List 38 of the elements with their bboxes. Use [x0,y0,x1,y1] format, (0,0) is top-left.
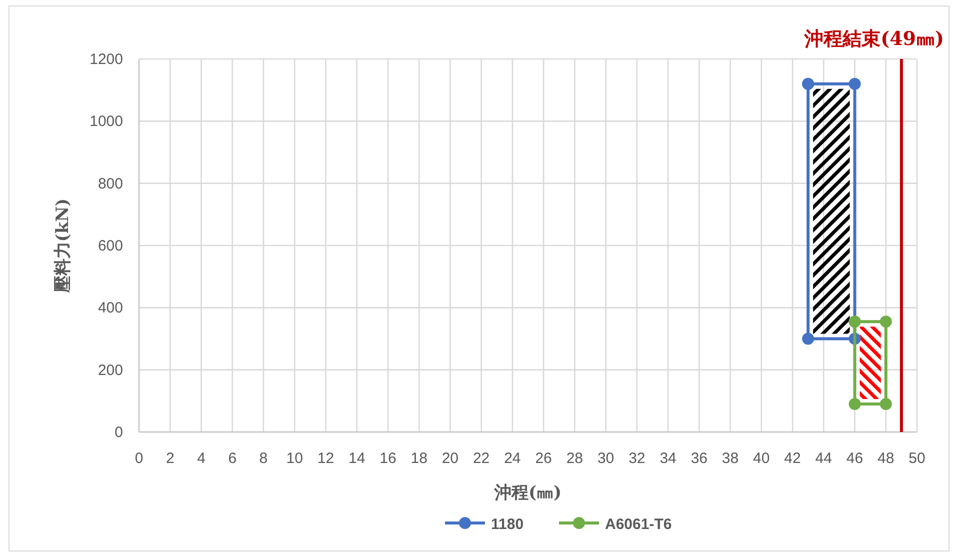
x-tick-label: 16 [380,450,396,467]
x-tick-label: 50 [908,450,926,467]
x-tick-label: 6 [228,450,237,467]
x-tick-label: 4 [197,450,206,467]
y-tick-label: 200 [98,362,123,379]
y-tick-label: 1000 [90,113,123,130]
x-tick-label: 28 [566,450,584,467]
x-tick-label: 44 [815,450,832,467]
y-axis-title: 壓料力(kN) [53,198,73,294]
y-tick-label: 1200 [90,51,123,68]
x-axis-title: 沖程(㎜) [493,483,562,503]
x-tick-label: 8 [259,450,268,467]
x-tick-label: 30 [597,450,614,467]
y-tick-label: 400 [98,300,123,317]
x-tick-label: 32 [628,450,646,467]
x-tick-label: 48 [878,450,894,467]
x-tick-label: 26 [535,450,552,467]
x-tick-label: 10 [286,450,303,467]
x-tick-label: 14 [348,450,366,467]
x-tick-label: 2 [166,450,174,467]
x-tick-label: 38 [722,450,739,467]
x-tick-label: 12 [317,450,334,467]
y-tick-label: 600 [98,238,123,254]
x-tick-label: 42 [784,450,801,467]
legend-label: 1180 [491,516,524,533]
x-tick-label: 40 [753,450,770,467]
y-tick-label: 0 [114,424,123,441]
x-tick-label: 46 [846,450,864,467]
x-tick-label: 22 [472,450,490,467]
x-tick-label: 18 [410,450,428,467]
x-tick-label: 36 [690,450,708,467]
x-tick-label: 34 [660,450,676,467]
x-tick-label: 20 [442,450,459,467]
x-tick-label: 0 [134,450,144,467]
x-tick-label: 24 [504,450,521,467]
legend-label: A6061-T6 [605,516,672,533]
ref-line-label: 沖程結束(49㎜) [804,28,944,50]
y-tick-label: 800 [98,175,123,192]
